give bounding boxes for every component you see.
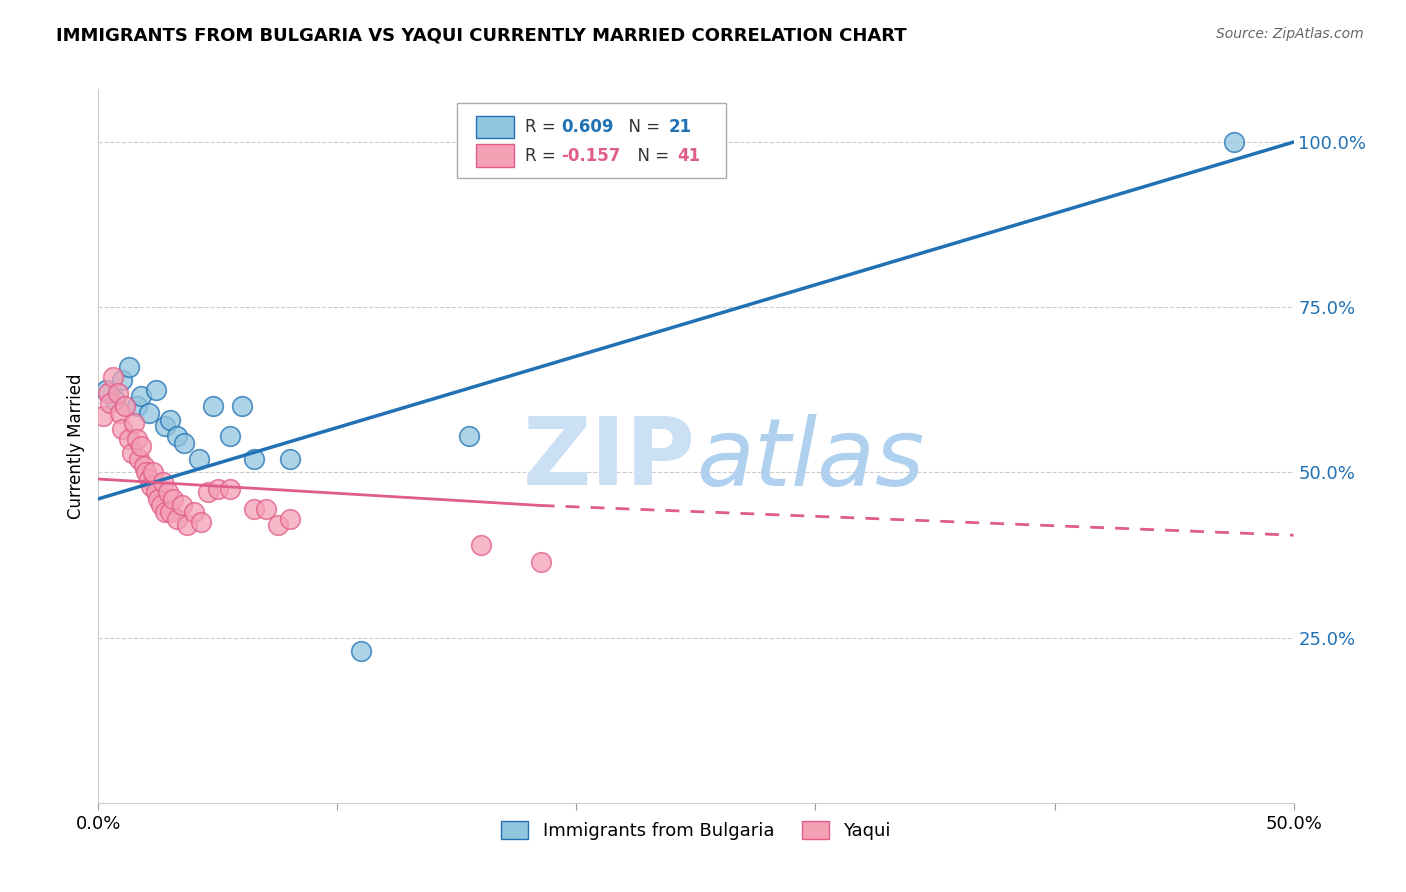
Point xyxy=(128,452,150,467)
Point xyxy=(155,419,177,434)
FancyBboxPatch shape xyxy=(477,116,515,138)
Point xyxy=(173,435,195,450)
Legend: Immigrants from Bulgaria, Yaqui: Immigrants from Bulgaria, Yaqui xyxy=(502,821,890,840)
Point xyxy=(162,491,184,506)
Y-axis label: Currently Married: Currently Married xyxy=(66,373,84,519)
Point xyxy=(94,383,117,397)
Point xyxy=(254,501,277,516)
Point xyxy=(172,499,194,513)
Point xyxy=(142,466,165,480)
Point xyxy=(131,389,153,403)
Point xyxy=(138,472,160,486)
Point xyxy=(166,429,188,443)
Point xyxy=(219,482,242,496)
Point xyxy=(1223,135,1246,149)
Point xyxy=(231,400,253,414)
Point xyxy=(98,396,122,410)
Point xyxy=(118,433,141,447)
Point xyxy=(91,409,114,424)
Point xyxy=(108,406,131,420)
Point xyxy=(111,422,134,436)
FancyBboxPatch shape xyxy=(477,145,515,167)
Point xyxy=(97,386,120,401)
Point xyxy=(176,518,198,533)
Point xyxy=(107,386,129,401)
Point xyxy=(135,466,157,480)
Text: 21: 21 xyxy=(668,118,692,136)
Text: IMMIGRANTS FROM BULGARIA VS YAQUI CURRENTLY MARRIED CORRELATION CHART: IMMIGRANTS FROM BULGARIA VS YAQUI CURREN… xyxy=(56,27,907,45)
FancyBboxPatch shape xyxy=(457,103,725,178)
Point xyxy=(139,478,162,492)
Point xyxy=(149,499,172,513)
Point xyxy=(156,485,179,500)
Text: ZIP: ZIP xyxy=(523,413,696,505)
Point xyxy=(114,400,136,414)
Text: R =: R = xyxy=(524,118,561,136)
Point xyxy=(138,406,160,420)
Text: -0.157: -0.157 xyxy=(561,146,620,164)
Point xyxy=(159,412,181,426)
Point xyxy=(125,400,148,414)
Text: 0.609: 0.609 xyxy=(561,118,613,136)
Point xyxy=(145,485,167,500)
Point xyxy=(350,644,373,658)
Point xyxy=(111,373,134,387)
Point xyxy=(101,369,124,384)
Point xyxy=(278,452,301,467)
Point xyxy=(155,505,177,519)
Point xyxy=(104,392,127,407)
Point xyxy=(159,505,181,519)
Point xyxy=(183,505,205,519)
Point xyxy=(166,511,188,525)
Text: R =: R = xyxy=(524,146,561,164)
Point xyxy=(131,439,153,453)
Point xyxy=(118,359,141,374)
Point xyxy=(197,485,219,500)
Point xyxy=(190,515,212,529)
Text: 41: 41 xyxy=(676,146,700,164)
Point xyxy=(121,445,143,459)
Point xyxy=(152,475,174,490)
Text: Source: ZipAtlas.com: Source: ZipAtlas.com xyxy=(1216,27,1364,41)
Point xyxy=(243,501,266,516)
Point xyxy=(470,538,492,552)
Point xyxy=(187,452,209,467)
Point xyxy=(530,555,553,569)
Point xyxy=(124,416,146,430)
Point xyxy=(243,452,266,467)
Point xyxy=(219,429,242,443)
Point xyxy=(202,400,225,414)
Point xyxy=(145,383,167,397)
Text: N =: N = xyxy=(619,118,665,136)
Point xyxy=(267,518,290,533)
Point xyxy=(132,458,155,473)
Text: atlas: atlas xyxy=(696,414,924,505)
Point xyxy=(148,491,170,506)
Text: N =: N = xyxy=(627,146,673,164)
Point xyxy=(278,511,301,525)
Point xyxy=(207,482,229,496)
Point xyxy=(125,433,148,447)
Point xyxy=(458,429,481,443)
